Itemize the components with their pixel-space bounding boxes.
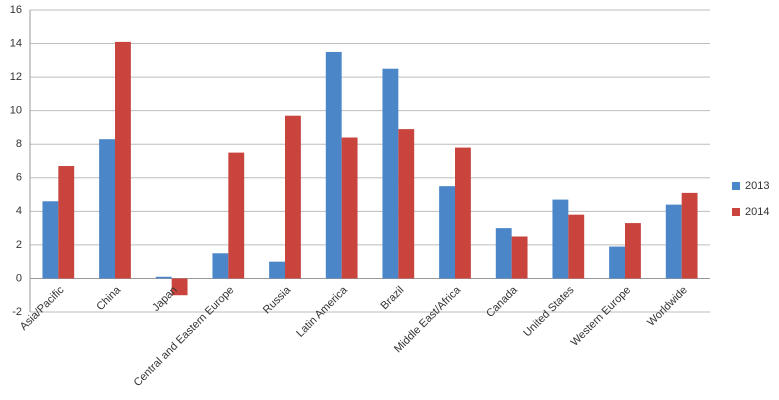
bar bbox=[625, 223, 641, 279]
y-tick-label: 2 bbox=[16, 239, 22, 251]
bar bbox=[398, 129, 415, 279]
bar bbox=[228, 152, 245, 279]
y-tick-label: 10 bbox=[10, 105, 22, 117]
bar bbox=[455, 147, 471, 279]
bar bbox=[325, 51, 342, 279]
bar bbox=[511, 236, 528, 279]
bar bbox=[609, 246, 625, 279]
bar bbox=[495, 228, 512, 279]
x-tick-label: Worldwide bbox=[645, 284, 690, 329]
y-tick-label: 12 bbox=[10, 71, 22, 83]
y-tick-label: 4 bbox=[16, 205, 22, 217]
bar bbox=[155, 276, 172, 279]
bar bbox=[568, 214, 585, 279]
bar bbox=[552, 199, 569, 279]
x-tick-label: Canada bbox=[484, 284, 520, 320]
bar bbox=[382, 68, 399, 279]
y-tick-label: 14 bbox=[10, 37, 22, 49]
legend-label: 2014 bbox=[745, 206, 769, 218]
y-tick-label: 16 bbox=[10, 4, 22, 16]
bar bbox=[439, 186, 455, 279]
legend-label: 2013 bbox=[745, 180, 769, 192]
x-tick-label: Japan bbox=[150, 284, 180, 314]
bar bbox=[341, 137, 358, 279]
bar bbox=[212, 253, 229, 279]
y-tick-label: 8 bbox=[16, 138, 22, 150]
x-tick-label: Western Europe bbox=[569, 284, 634, 349]
x-tick-label: China bbox=[94, 284, 123, 313]
x-tick-label: Central and Eastern Europe bbox=[132, 284, 237, 389]
y-tick-label: -2 bbox=[12, 306, 22, 318]
bar bbox=[269, 261, 285, 279]
bar bbox=[681, 192, 698, 279]
legend-swatch bbox=[732, 182, 740, 190]
bar bbox=[115, 41, 131, 279]
y-tick-label: 6 bbox=[16, 172, 22, 184]
y-tick-label: 0 bbox=[16, 272, 22, 284]
legend-swatch bbox=[732, 208, 740, 216]
x-tick-label: Russia bbox=[261, 284, 294, 317]
bar bbox=[171, 278, 188, 296]
bar bbox=[58, 166, 75, 279]
bar bbox=[665, 204, 682, 279]
bar bbox=[42, 201, 59, 279]
bar bbox=[285, 115, 301, 279]
bar bbox=[99, 139, 115, 279]
x-tick-label: Asia/Pacific bbox=[18, 284, 67, 333]
x-tick-label: Brazil bbox=[379, 284, 407, 312]
